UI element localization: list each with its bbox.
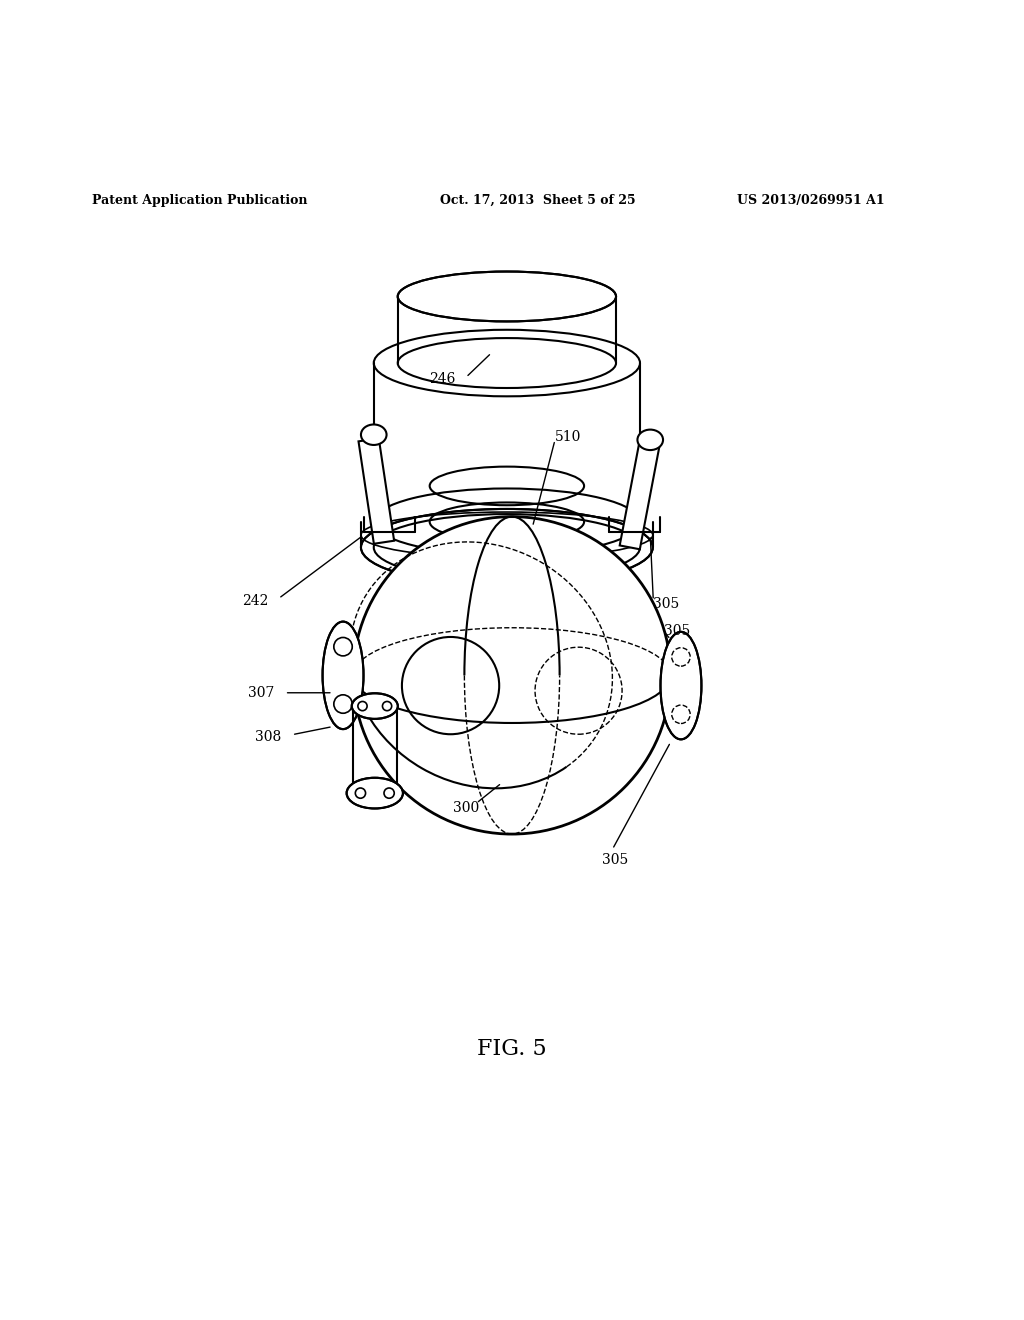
Text: 510: 510 [555, 430, 582, 444]
Text: Patent Application Publication: Patent Application Publication [92, 194, 307, 207]
Text: 242: 242 [242, 594, 268, 607]
Ellipse shape [323, 622, 364, 729]
Ellipse shape [397, 272, 616, 322]
Text: 308: 308 [255, 730, 282, 743]
Text: 305: 305 [653, 597, 680, 611]
Ellipse shape [660, 632, 701, 739]
Ellipse shape [352, 693, 397, 719]
Text: US 2013/0269951 A1: US 2013/0269951 A1 [737, 194, 885, 207]
Circle shape [353, 516, 671, 834]
Ellipse shape [346, 777, 403, 808]
Ellipse shape [360, 425, 387, 445]
Polygon shape [358, 438, 394, 544]
Text: 300: 300 [453, 801, 479, 816]
Polygon shape [620, 438, 660, 549]
Text: FIG. 5: FIG. 5 [477, 1038, 547, 1060]
Text: Oct. 17, 2013  Sheet 5 of 25: Oct. 17, 2013 Sheet 5 of 25 [440, 194, 636, 207]
Ellipse shape [360, 510, 653, 586]
Ellipse shape [637, 429, 664, 450]
Text: 246: 246 [429, 372, 456, 387]
Text: 305: 305 [664, 624, 690, 639]
Text: 305: 305 [602, 853, 629, 867]
Text: 307: 307 [248, 686, 274, 700]
